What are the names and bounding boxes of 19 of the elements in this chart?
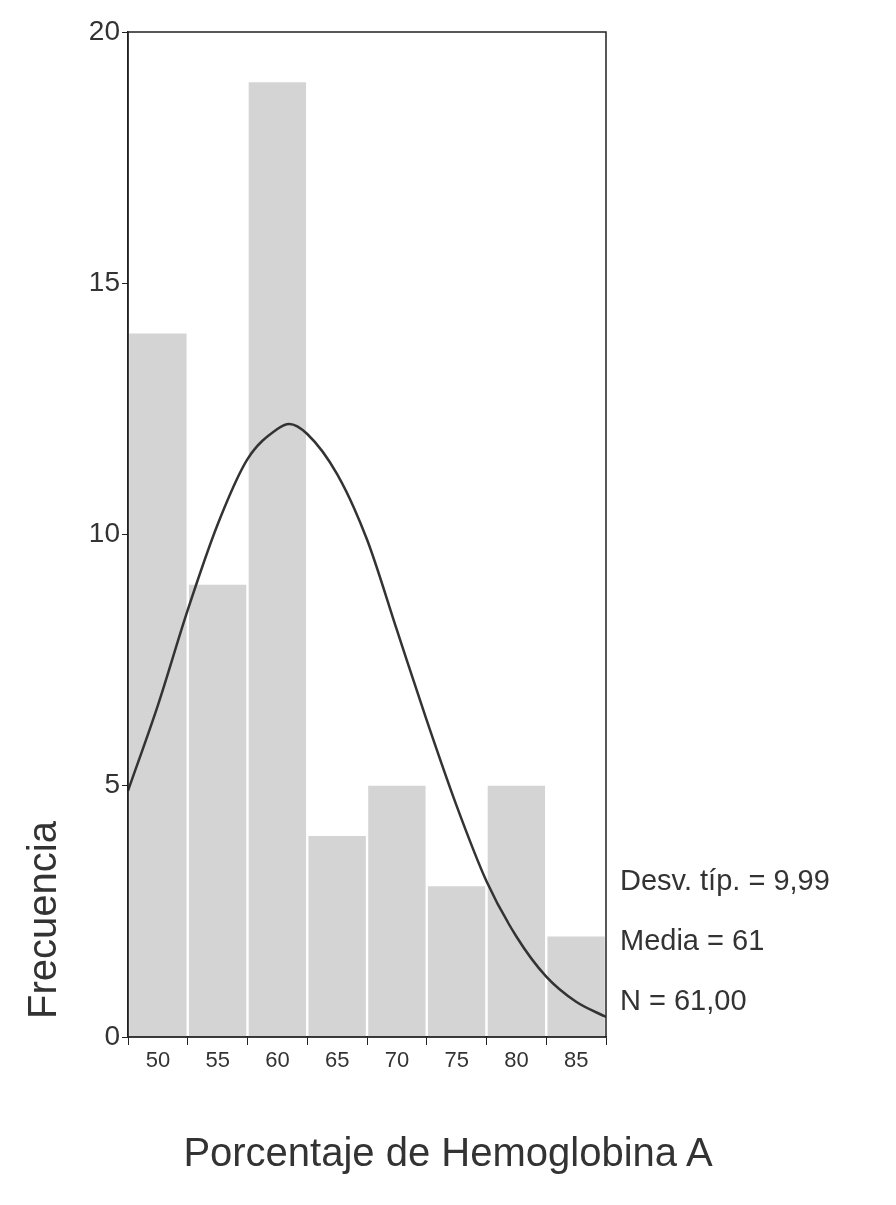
x-tick-label: 80 bbox=[504, 1047, 529, 1073]
y-axis-title: Frecuencia bbox=[20, 820, 65, 1019]
y-tick-label: 5 bbox=[104, 768, 120, 800]
x-tick-label: 50 bbox=[145, 1047, 171, 1073]
line-series bbox=[128, 422, 606, 1019]
x-tick-label: 55 bbox=[205, 1047, 230, 1073]
y-tick-label: 20 bbox=[88, 14, 120, 46]
y-tick-label: 10 bbox=[88, 517, 120, 549]
text: Media = 61 bbox=[620, 924, 765, 956]
text: Desv. típ. = 9,99 bbox=[620, 864, 830, 896]
text: N = 61,00 bbox=[620, 984, 747, 1016]
x-tick-label: 75 bbox=[444, 1047, 469, 1073]
x-tick-label: 70 bbox=[384, 1047, 410, 1073]
x-axis-title: Porcentaje de Hemoglobina A bbox=[183, 1130, 713, 1175]
x-tick-label: 65 bbox=[324, 1047, 350, 1073]
x-tick-label: 60 bbox=[265, 1047, 290, 1073]
x-tick-label: 85 bbox=[563, 1047, 589, 1073]
y-tick-label: 15 bbox=[88, 265, 120, 297]
y-tick-label: 0 bbox=[104, 1019, 120, 1051]
